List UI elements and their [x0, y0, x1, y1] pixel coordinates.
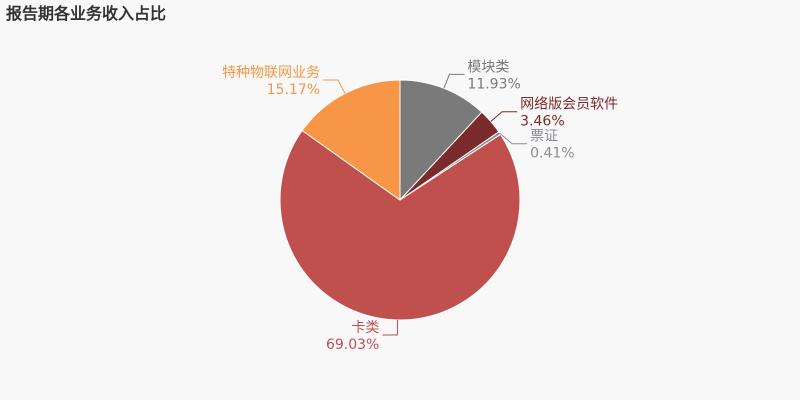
- slice-label: 卡类: [351, 320, 379, 336]
- leader-line: [382, 319, 399, 336]
- leader-line: [323, 79, 346, 94]
- leader-line: [490, 111, 518, 122]
- leader-line: [499, 132, 528, 145]
- slice-value-label: 3.46%: [520, 114, 564, 130]
- pie-slice: [301, 79, 401, 201]
- leader-line: [443, 73, 465, 89]
- slice-value-label: 0.41%: [530, 146, 574, 162]
- slice-label: 模块类: [467, 59, 509, 75]
- slice-label: 网络版会员软件: [520, 97, 618, 113]
- slice-label: 特种物联网业务: [222, 65, 320, 81]
- slice-label: 票证: [530, 129, 558, 145]
- chart-title: 报告期各业务收入占比: [6, 4, 166, 23]
- slice-value-label: 69.03%: [326, 337, 379, 353]
- slice-value-label: 15.17%: [267, 82, 320, 98]
- slice-value-label: 11.93%: [467, 76, 520, 92]
